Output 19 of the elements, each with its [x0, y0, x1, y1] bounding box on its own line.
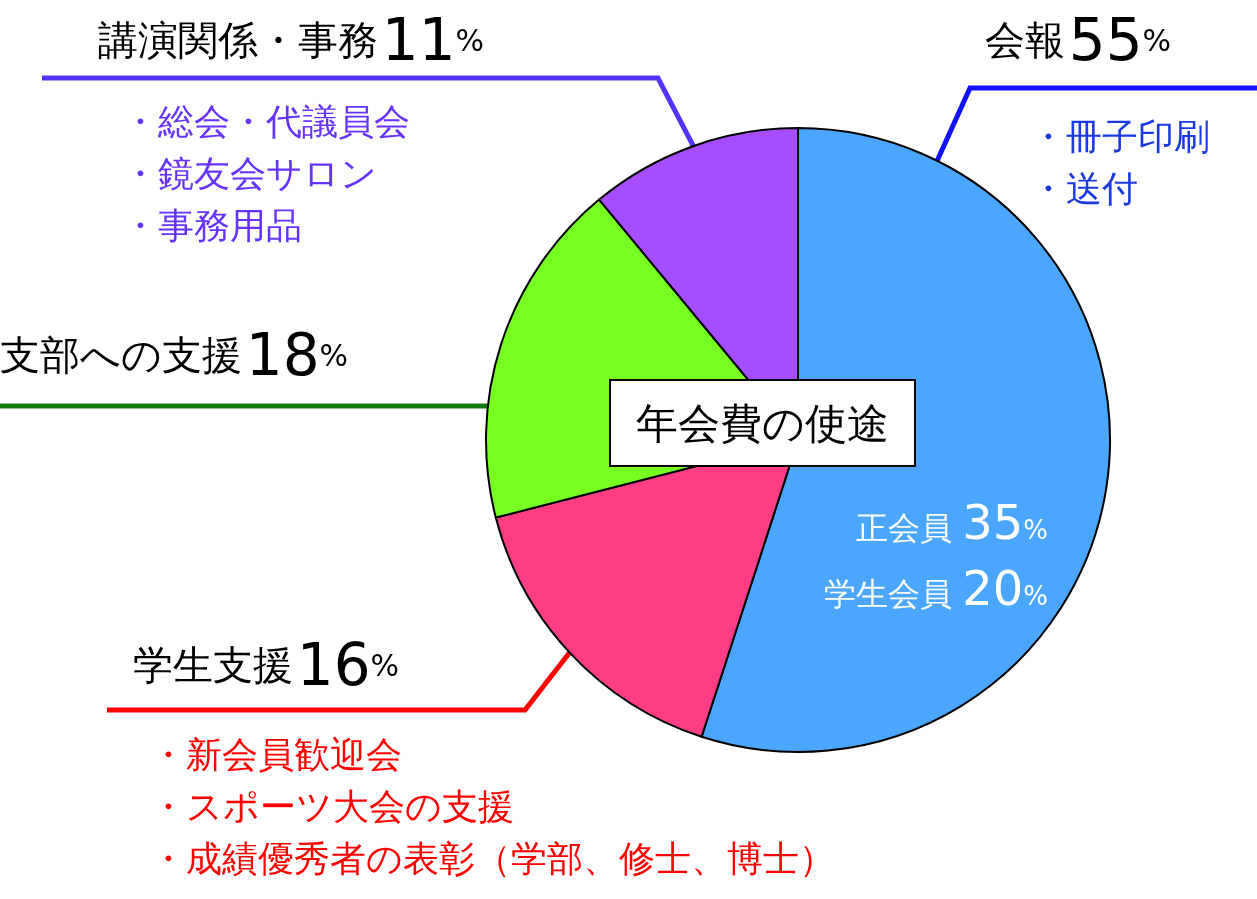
- text: ・新会員歓迎会: [150, 733, 402, 775]
- slice-label: 会報: [985, 17, 1065, 63]
- text: ・総会・代議員会: [122, 100, 410, 142]
- slice-label: 支部への支援: [0, 332, 242, 378]
- text: ・事務用品: [122, 204, 302, 246]
- data-label: 18%: [245, 321, 349, 389]
- slice-label: 講演関係・事務: [98, 17, 378, 63]
- text: 年会費の使途: [636, 398, 889, 448]
- text: ・スポーツ大会の支援: [150, 785, 514, 827]
- text: ・送付: [1030, 167, 1138, 209]
- data-label: 16%: [296, 631, 400, 699]
- text: ・成績優秀者の表彰（学部、修士、博士）: [150, 837, 835, 879]
- data-label: 55%: [1068, 6, 1172, 74]
- text: 正会員 35%: [856, 494, 1048, 550]
- text: ・冊子印刷: [1030, 115, 1210, 157]
- slice-label: 学生支援: [133, 642, 293, 688]
- text: ・鏡友会サロン: [122, 152, 377, 194]
- text: 学生会員 20%: [824, 560, 1048, 616]
- data-label: 11%: [381, 6, 485, 74]
